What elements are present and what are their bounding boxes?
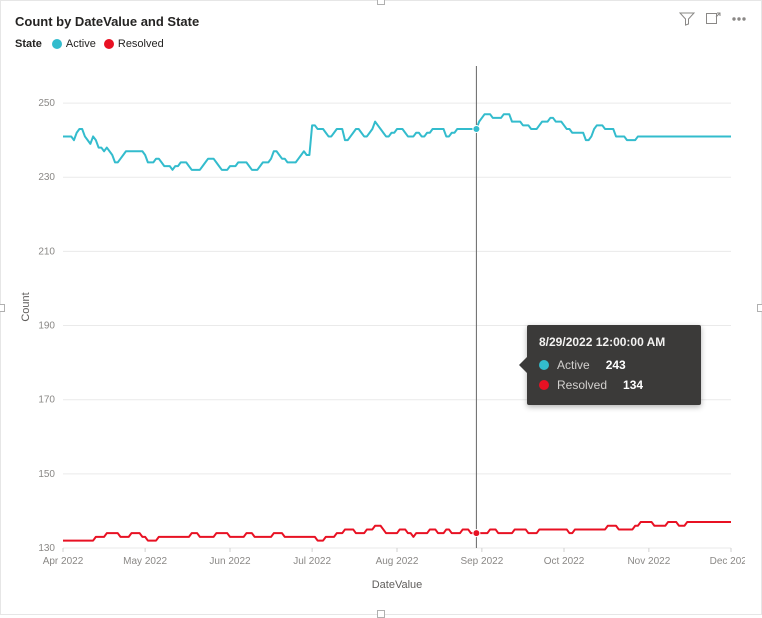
tooltip-arrow — [519, 357, 527, 373]
svg-text:Jul 2022: Jul 2022 — [293, 556, 331, 567]
legend-text-resolved: Resolved — [118, 38, 164, 50]
svg-text:170: 170 — [38, 395, 55, 406]
svg-text:Apr 2022: Apr 2022 — [43, 556, 84, 567]
svg-text:Jun 2022: Jun 2022 — [209, 556, 251, 567]
legend-dot-resolved — [104, 39, 114, 49]
tooltip-value-resolved: 134 — [623, 375, 643, 395]
svg-text:150: 150 — [38, 469, 55, 480]
card-header: Count by DateValue and State — [15, 11, 747, 32]
tooltip-row-active: Active 243 — [539, 355, 689, 375]
legend-dot-active — [52, 39, 62, 49]
svg-text:210: 210 — [38, 246, 55, 257]
legend: State Active Resolved — [15, 38, 747, 50]
svg-text:250: 250 — [38, 98, 55, 109]
filter-icon[interactable] — [679, 11, 695, 32]
svg-text:Aug 2022: Aug 2022 — [376, 556, 419, 567]
svg-text:230: 230 — [38, 172, 55, 183]
tooltip-row-resolved: Resolved 134 — [539, 375, 689, 395]
legend-text-active: Active — [66, 38, 96, 50]
tooltip-value-active: 243 — [606, 355, 626, 375]
tooltip-title: 8/29/2022 12:00:00 AM — [539, 335, 689, 349]
tooltip-dot-active — [539, 360, 549, 370]
svg-text:Count: Count — [20, 292, 32, 321]
svg-text:May 2022: May 2022 — [123, 556, 167, 567]
svg-text:Sep 2022: Sep 2022 — [460, 556, 503, 567]
resize-handle-bottom[interactable] — [377, 610, 385, 618]
tooltip: 8/29/2022 12:00:00 AM Active 243 Resolve… — [527, 325, 701, 405]
svg-text:Nov 2022: Nov 2022 — [627, 556, 670, 567]
tooltip-name-active: Active — [557, 355, 590, 375]
focus-mode-icon[interactable] — [705, 11, 721, 32]
resize-handle-left[interactable] — [0, 304, 5, 312]
tooltip-dot-resolved — [539, 380, 549, 390]
svg-text:DateValue: DateValue — [372, 579, 423, 591]
svg-text:Oct 2022: Oct 2022 — [544, 556, 585, 567]
header-actions — [679, 11, 747, 32]
more-options-icon[interactable] — [731, 11, 747, 32]
chart-title: Count by DateValue and State — [15, 14, 199, 29]
legend-title: State — [15, 38, 42, 50]
chart-area[interactable]: 130 150 170 190 210 230 250 Apr 2022 May 2022 Jun… — [15, 54, 747, 594]
tooltip-name-resolved: Resolved — [557, 375, 607, 395]
legend-item-resolved[interactable]: Resolved — [104, 38, 164, 50]
legend-item-active[interactable]: Active — [52, 38, 96, 50]
svg-text:190: 190 — [38, 321, 55, 332]
svg-text:Dec 2022: Dec 2022 — [710, 556, 745, 567]
svg-text:130: 130 — [38, 543, 55, 554]
line-chart-svg: 130 150 170 190 210 230 250 Apr 2022 May 2022 Jun… — [15, 54, 745, 594]
card: Count by DateValue and State State Activ… — [0, 0, 762, 615]
resize-handle-right[interactable] — [757, 304, 762, 312]
resize-handle-top[interactable] — [377, 0, 385, 5]
